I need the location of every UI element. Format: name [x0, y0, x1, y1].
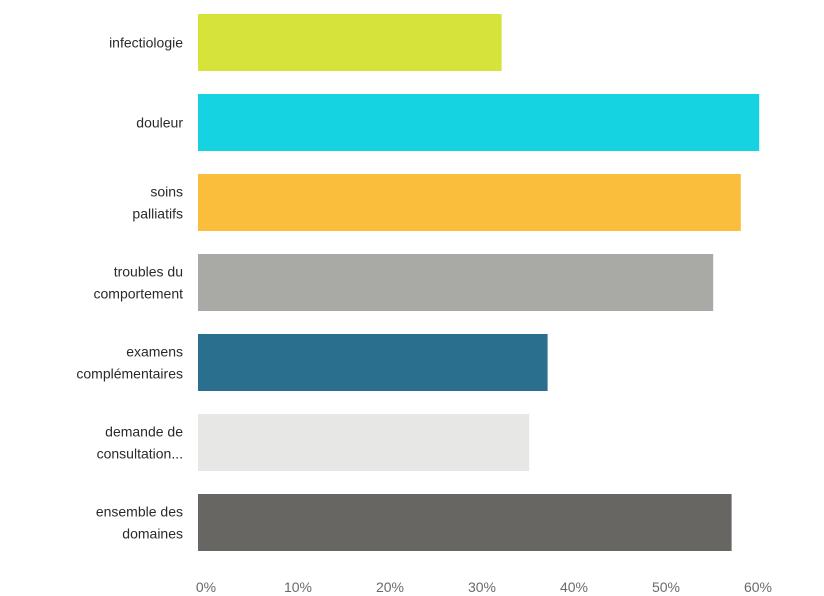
bar-6	[198, 494, 732, 551]
x-tick-label-2: 20%	[376, 579, 404, 595]
category-label-line: comportement	[94, 286, 184, 302]
x-tick-label-6: 60%	[744, 579, 772, 595]
bar-1	[198, 94, 760, 151]
category-label-6: ensemble des domaines	[96, 504, 183, 542]
category-label-line: infectiologie	[109, 35, 183, 51]
category-label-1: douleur	[136, 115, 183, 131]
category-label-5: demande de consultation...	[97, 424, 184, 462]
x-tick-label-4: 40%	[560, 579, 588, 595]
category-label-line: douleur	[136, 115, 183, 131]
bar-3	[198, 254, 714, 311]
category-label-3: troubles du comportement	[94, 264, 184, 302]
category-label-4: examens complémentaires	[76, 344, 183, 382]
bar-4	[198, 334, 548, 391]
bar-0	[198, 14, 502, 71]
category-label-line: domaines	[122, 526, 183, 542]
x-tick-label-1: 10%	[284, 579, 312, 595]
category-label-2: soins palliatifs	[132, 184, 183, 222]
x-tick-label-0: 0%	[196, 579, 216, 595]
bar-2	[198, 174, 741, 231]
category-label-line: consultation...	[97, 446, 183, 462]
category-label-line: ensemble des	[96, 504, 183, 520]
category-labels: infectiologie douleur soins palliatifs troub…	[76, 35, 183, 542]
bar-5	[198, 414, 530, 471]
category-label-line: examens	[126, 344, 183, 360]
category-label-line: palliatifs	[132, 206, 183, 222]
x-tick-label-3: 30%	[468, 579, 496, 595]
category-label-0: infectiologie	[109, 35, 183, 51]
category-label-line: demande de	[105, 424, 183, 440]
x-axis-ticks: 0%10%20%30%40%50%60%70%	[196, 579, 772, 595]
bars-layer	[198, 14, 760, 551]
category-label-line: troubles du	[114, 264, 183, 280]
x-tick-label-5: 50%	[652, 579, 680, 595]
category-label-line: complémentaires	[76, 366, 183, 382]
category-label-line: soins	[150, 184, 183, 200]
